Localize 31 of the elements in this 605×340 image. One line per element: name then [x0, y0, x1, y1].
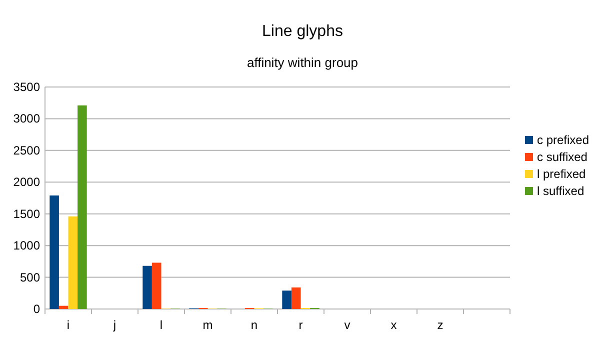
y-tick-label: 3500 [13, 80, 40, 94]
bar [68, 216, 78, 309]
legend-label: c suffixed [537, 150, 588, 164]
x-tick-label: x [390, 318, 397, 332]
y-tick-label: 500 [20, 270, 40, 284]
y-tick-label: 0 [33, 302, 40, 316]
bar [282, 290, 292, 309]
x-tick-label: v [344, 318, 350, 332]
y-tick-label: 3000 [13, 112, 40, 126]
y-tick-label: 1500 [13, 206, 40, 221]
y-tick-label: 1000 [13, 238, 40, 253]
legend-label: c prefixed [537, 133, 590, 147]
bar [78, 105, 87, 309]
x-tick-label: i [66, 318, 70, 332]
bar [291, 287, 301, 309]
x-tick-label: j [112, 318, 116, 332]
x-tick-label: l [160, 318, 163, 332]
legend-label: l suffixed [537, 184, 584, 198]
bar [58, 306, 68, 309]
x-tick-label: z [437, 318, 444, 332]
bar [50, 195, 59, 309]
y-tick-label: 2000 [13, 175, 40, 190]
bar [152, 262, 162, 309]
bar [142, 266, 152, 309]
y-tick-label: 2500 [13, 143, 40, 158]
x-tick-label: r [298, 318, 303, 332]
chart-subtitle: affinity within group [246, 55, 358, 70]
legend-label: l prefixed [537, 167, 586, 181]
x-tick-label: m [202, 318, 213, 332]
x-tick-label: n [250, 318, 258, 332]
chart-title: Line glyphs [262, 23, 343, 40]
